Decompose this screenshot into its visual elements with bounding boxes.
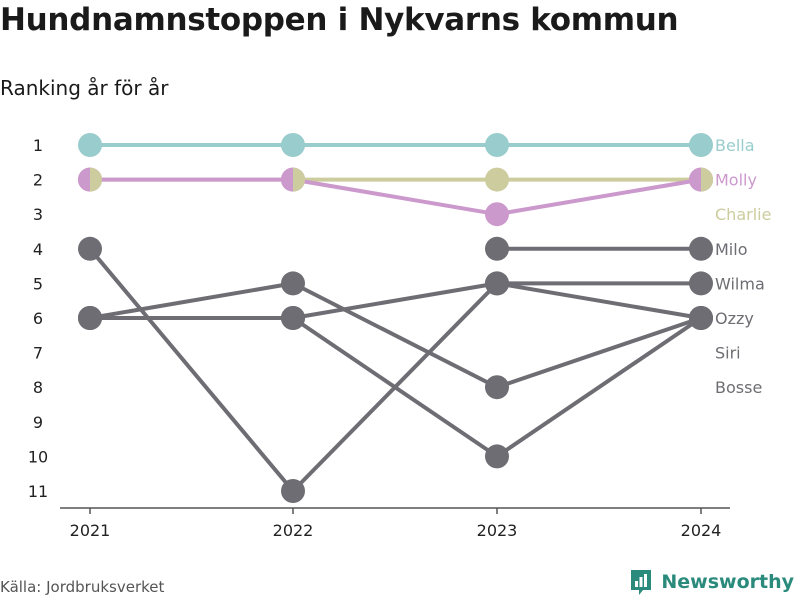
data-point [281, 306, 305, 330]
series-line [89, 281, 702, 390]
data-point [90, 167, 102, 192]
data-point [281, 167, 293, 192]
series-end-label: Charlie [715, 205, 771, 224]
series-end-label: Milo [715, 240, 747, 259]
series-line [90, 281, 701, 320]
series-end-label: Bella [715, 136, 755, 155]
data-point [78, 236, 102, 261]
data-point [281, 271, 305, 296]
series-line [88, 247, 702, 493]
y-tick-label: 8 [33, 378, 43, 397]
data-point [485, 133, 509, 157]
y-tick-label: 10 [28, 447, 48, 466]
series-end-label: Ozzy [715, 309, 754, 328]
series-end-label: Siri [715, 344, 741, 363]
data-point [689, 306, 713, 330]
x-tick-label: 2022 [273, 521, 314, 540]
x-tick-label: 2021 [70, 521, 111, 540]
y-tick-label: 2 [33, 171, 43, 190]
series-end-label: Wilma [715, 274, 765, 293]
x-tick-label: 2024 [681, 521, 722, 540]
data-point [78, 167, 90, 192]
y-tick-label: 5 [33, 274, 43, 293]
data-point [293, 167, 305, 192]
data-point [689, 133, 713, 157]
chart-subtitle: Ranking år för år [0, 76, 169, 100]
data-point [485, 236, 509, 261]
data-point [701, 167, 713, 192]
data-point [485, 444, 509, 469]
y-tick-label: 6 [33, 309, 43, 328]
y-tick-label: 1 [33, 136, 43, 155]
series-line [90, 177, 702, 217]
data-point [78, 133, 102, 157]
bump-chart: 2021 2022 2023 2024 1 2 3 4 5 6 7 8 9 10 11 Bella Molly C… [28, 133, 771, 540]
data-point [485, 271, 509, 296]
y-tick-label: 9 [33, 413, 43, 432]
series-end-label: Bosse [715, 378, 762, 397]
y-tick-label: 11 [28, 482, 48, 501]
data-point [689, 271, 713, 296]
data-point [689, 167, 701, 192]
y-tick-label: 7 [33, 344, 43, 363]
y-tick-label: 3 [33, 205, 43, 224]
data-point [485, 375, 509, 400]
data-point [78, 306, 102, 330]
data-point [281, 133, 305, 157]
y-tick-label: 4 [33, 240, 43, 259]
data-point [281, 479, 305, 503]
x-tick-label: 2023 [477, 521, 518, 540]
data-point [485, 167, 509, 192]
series-end-label: Molly [715, 171, 757, 190]
data-point [689, 236, 713, 261]
newsworthy-logo-icon [631, 570, 652, 595]
data-point [485, 202, 509, 227]
brand-name: Newsworthy [661, 571, 794, 593]
chart-title: Hundnamnstoppen i Nykvarns kommun [0, 2, 679, 38]
brand[interactable]: Newsworthy [629, 568, 794, 596]
source-note: Källa: Jordbruksverket [0, 578, 165, 596]
